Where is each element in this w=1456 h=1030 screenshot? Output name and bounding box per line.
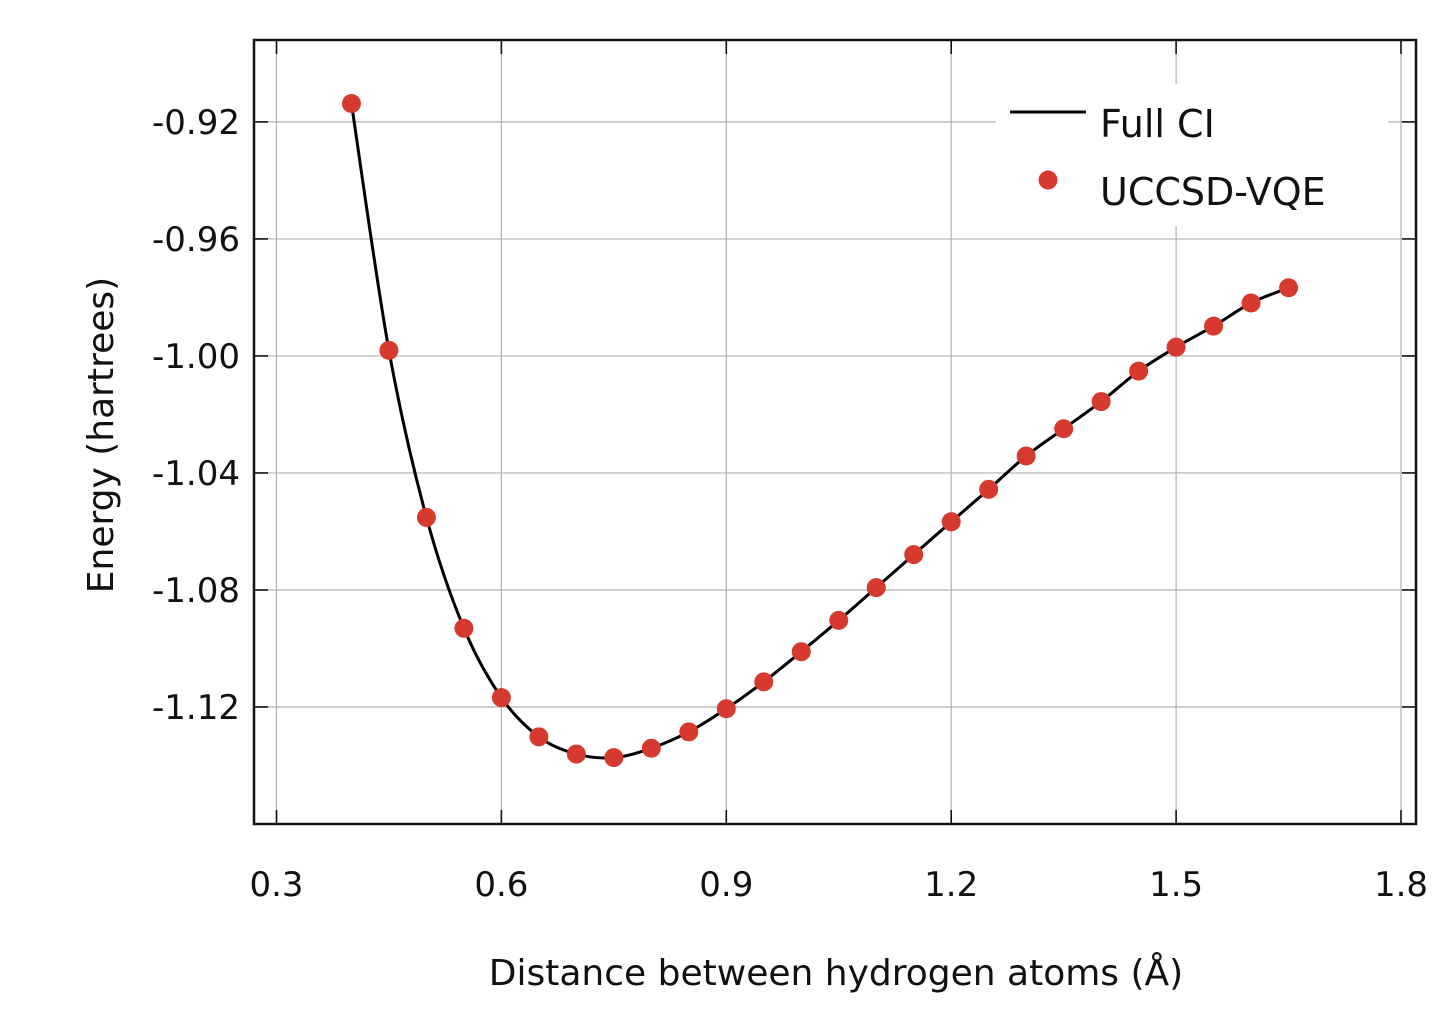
full-ci-series — [349, 103, 1290, 760]
y-tick-label: -1.08 — [152, 571, 240, 611]
uccsd-vqe-point — [529, 727, 549, 747]
uccsd-vqe-point — [866, 578, 886, 598]
y-tick-label: -1.04 — [152, 454, 240, 494]
legend-label-full-ci: Full CI — [1100, 102, 1215, 146]
uccsd-vqe-point — [1279, 278, 1299, 298]
y-tick-label: -0.96 — [152, 220, 240, 260]
legend-background — [996, 84, 1388, 226]
plot-frame — [252, 38, 1418, 826]
uccsd-vqe-point — [979, 479, 999, 499]
axis-ticks — [254, 40, 1416, 824]
x-tick-label: 1.5 — [1149, 865, 1203, 905]
y-tick-label: -0.92 — [152, 103, 240, 143]
full-ci-line — [349, 103, 1290, 760]
uccsd-vqe-point — [1241, 293, 1261, 313]
uccsd-vqe-point — [491, 688, 511, 708]
uccsd-vqe-point — [641, 738, 661, 758]
uccsd-vqe-point — [341, 93, 361, 113]
uccsd-vqe-point — [754, 672, 774, 692]
legend-label-uccsd-vqe: UCCSD-VQE — [1100, 170, 1326, 214]
uccsd-vqe-point — [679, 722, 699, 742]
x-tick-label: 1.8 — [1374, 865, 1428, 905]
uccsd-vqe-point — [566, 744, 586, 764]
legend-marker-swatch — [1038, 170, 1058, 190]
y-tick-label: -1.00 — [152, 337, 240, 377]
x-tick-label: 1.2 — [924, 865, 978, 905]
uccsd-vqe-point — [1054, 419, 1074, 439]
uccsd-vqe-point — [1091, 392, 1111, 412]
x-tick-label: 0.9 — [699, 865, 753, 905]
legend: Full CI UCCSD-VQE — [996, 84, 1388, 226]
y-axis-label: Energy (hartrees) — [81, 277, 122, 593]
uccsd-vqe-point — [1166, 337, 1186, 357]
uccsd-vqe-point — [941, 512, 961, 532]
y-tick-label: -1.12 — [152, 688, 240, 728]
x-axis-label: Distance between hydrogen atoms (Å) — [489, 951, 1183, 994]
uccsd-vqe-point — [1016, 446, 1036, 466]
uccsd-vqe-point — [379, 340, 399, 360]
uccsd-vqe-series — [341, 93, 1299, 768]
uccsd-vqe-point — [416, 507, 436, 527]
uccsd-vqe-point — [604, 748, 624, 768]
uccsd-vqe-point — [904, 545, 924, 565]
uccsd-vqe-point — [1204, 316, 1224, 336]
x-tick-labels: 0.3 0.6 0.9 1.2 1.5 1.8 — [249, 865, 1428, 905]
uccsd-vqe-point — [716, 699, 736, 719]
x-tick-label: 0.3 — [249, 865, 303, 905]
uccsd-vqe-point — [829, 610, 849, 630]
uccsd-vqe-point — [1129, 361, 1149, 381]
x-tick-label: 0.6 — [474, 865, 528, 905]
uccsd-vqe-point — [454, 618, 474, 638]
y-tick-labels: -0.92 -0.96 -1.00 -1.04 -1.08 -1.12 — [152, 103, 240, 728]
uccsd-vqe-point — [791, 642, 811, 662]
